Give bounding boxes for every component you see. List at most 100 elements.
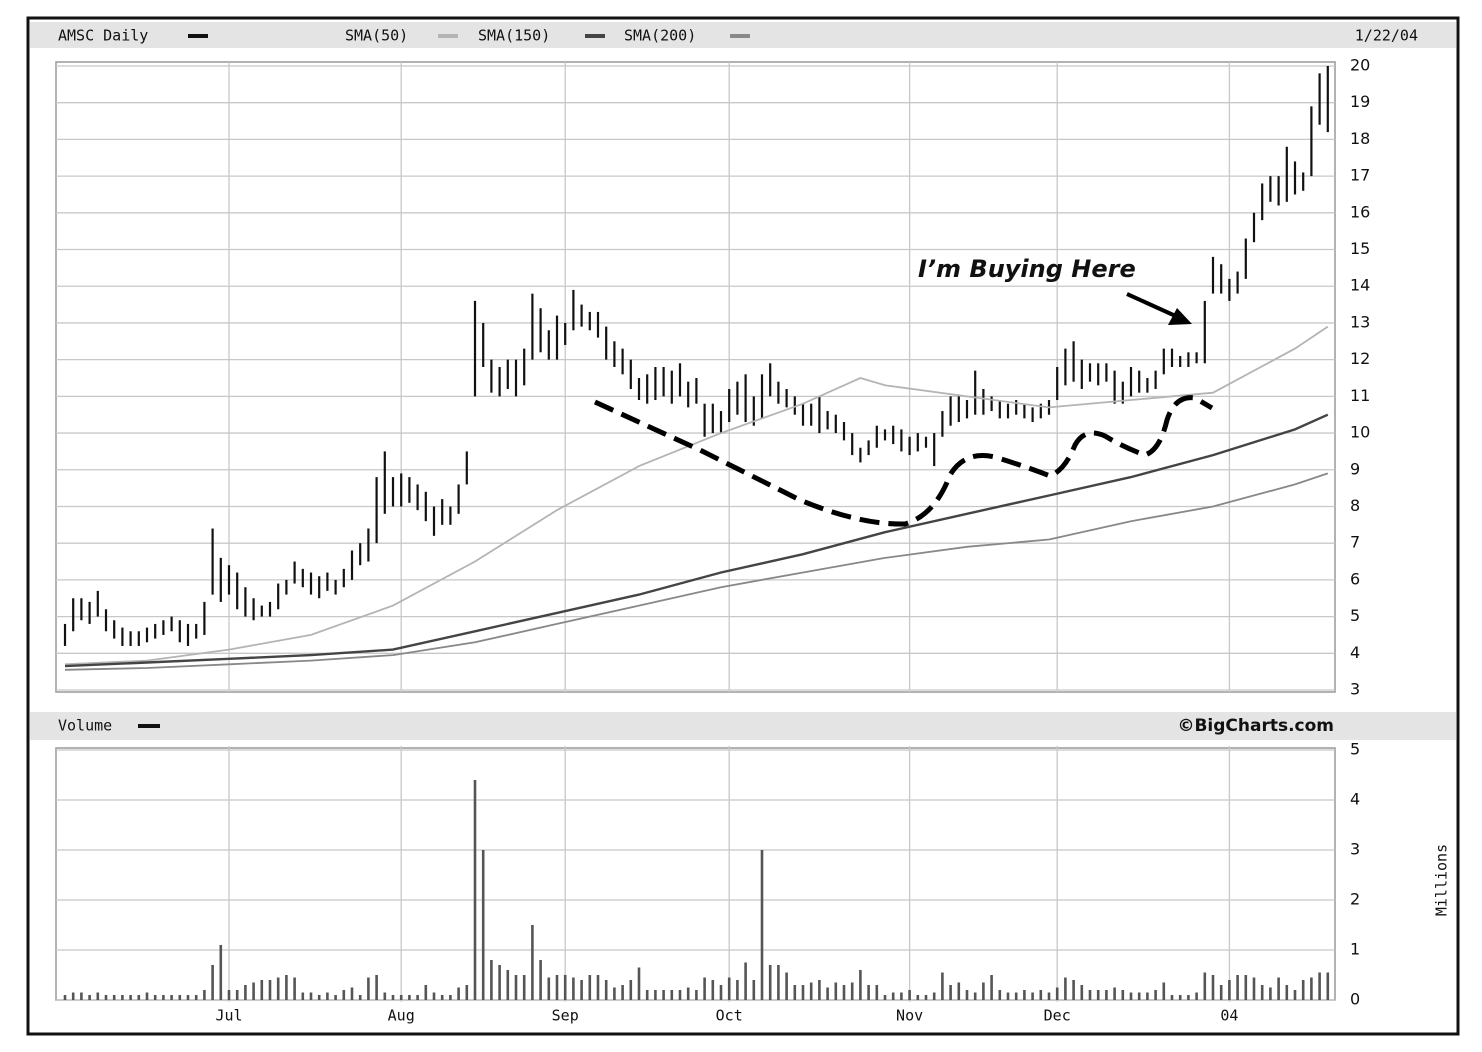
y-tick-label: 4: [1350, 643, 1360, 662]
volume-bar: [235, 990, 239, 1000]
y-tick-label: 20: [1350, 56, 1370, 75]
volume-bar: [1006, 992, 1010, 1000]
volume-bar: [1195, 992, 1198, 1000]
volume-bar: [326, 992, 329, 1000]
volume-bar: [137, 995, 141, 1000]
volume-bar: [145, 992, 149, 1000]
volume-bar: [268, 980, 272, 1000]
volume-bar: [785, 972, 788, 1000]
volume-bar: [391, 995, 395, 1000]
volume-bar: [211, 965, 214, 1000]
volume-bar: [973, 992, 977, 1000]
legend-label: AMSC Daily: [58, 27, 148, 45]
volume-bar: [1162, 982, 1166, 1000]
sma-line: [64, 325, 1329, 666]
y-tick-label: 10: [1350, 423, 1370, 442]
volume-bar: [1277, 977, 1280, 1000]
volume-bar: [621, 985, 624, 1000]
volume-bar: [186, 995, 190, 1000]
volume-bar: [399, 995, 403, 1000]
volume-bar: [252, 982, 255, 1000]
volume-bar: [711, 980, 715, 1000]
volume-bar: [424, 985, 428, 1000]
volume-bar: [440, 995, 444, 1000]
volume-bar: [1170, 995, 1174, 1000]
volume-bar: [514, 975, 518, 1000]
volume-bar: [1023, 990, 1026, 1000]
volume-bar: [71, 992, 75, 1000]
volume-bar: [342, 990, 346, 1000]
volume-bar: [941, 972, 944, 1000]
volume-bar: [358, 995, 362, 1000]
volume-bar: [859, 970, 862, 1000]
volume-bar: [129, 995, 132, 1000]
volume-bar: [309, 992, 313, 1000]
volume-bar: [1080, 985, 1084, 1000]
volume-bar: [818, 980, 821, 1000]
volume-bar: [957, 982, 961, 1000]
volume-bar: [531, 925, 534, 1000]
y-tick-label: 18: [1350, 129, 1370, 148]
x-tick-label: Jul: [215, 1007, 242, 1025]
volume-bar: [719, 985, 723, 1000]
volume-bar: [473, 780, 477, 1000]
volume-bar: [1187, 995, 1190, 1000]
source-label: ©BigCharts.com: [1177, 716, 1334, 736]
volume-bar: [112, 995, 116, 1000]
volume-bar: [752, 980, 756, 1000]
volume-bar: [1301, 980, 1305, 1000]
volume-bar: [219, 945, 223, 1000]
y-tick-label: 5: [1350, 740, 1360, 759]
volume-bar: [383, 992, 387, 1000]
volume-bar: [596, 975, 600, 1000]
volume-bar: [777, 965, 780, 1000]
volume-bar: [522, 975, 526, 1000]
cup-pattern: [593, 395, 1214, 527]
volume-bar: [80, 992, 83, 1000]
volume-bar: [990, 975, 993, 1000]
volume-bar: [1236, 975, 1239, 1000]
volume-bar: [744, 962, 747, 1000]
volume-bar: [613, 987, 616, 1000]
volume-bar: [1269, 987, 1272, 1000]
volume-bar: [760, 850, 764, 1000]
volume-bar: [924, 995, 928, 1000]
volume-bar: [1096, 990, 1100, 1000]
volume-bar: [736, 980, 739, 1000]
volume-bar: [498, 965, 501, 1000]
volume-bar: [244, 985, 247, 1000]
volume-bar: [1064, 977, 1067, 1000]
x-tick-label: Dec: [1044, 1007, 1071, 1025]
volume-bar: [842, 985, 846, 1000]
y-tick-label: 5: [1350, 606, 1360, 625]
volume-bar: [1252, 977, 1256, 1000]
volume-bar: [1129, 992, 1133, 1000]
volume-bar: [170, 995, 173, 1000]
x-tick-label: Nov: [896, 1007, 923, 1025]
volume-bar: [194, 995, 198, 1000]
volume-bar: [1244, 975, 1248, 1000]
y-tick-label: 19: [1350, 92, 1370, 111]
volume-bar: [768, 965, 772, 1000]
volume-bar: [686, 987, 690, 1000]
volume-bar: [1178, 995, 1182, 1000]
volume-bar: [850, 982, 854, 1000]
volume-bar: [916, 995, 920, 1000]
volume-bar: [809, 982, 813, 1000]
y-tick-label: 7: [1350, 533, 1360, 552]
volume-bar: [539, 960, 542, 1000]
volume-bar: [1121, 990, 1125, 1000]
volume-axis-label: Millions: [1433, 844, 1451, 916]
volume-bar: [793, 985, 797, 1000]
volume-bar: [1014, 992, 1018, 1000]
volume-header: [30, 712, 1456, 740]
volume-bar: [662, 990, 665, 1000]
volume-bar: [1146, 992, 1149, 1000]
y-tick-label: 3: [1350, 840, 1360, 859]
volume-bar: [867, 985, 870, 1000]
volume-bar: [121, 995, 124, 1000]
frame: [26, 16, 1460, 1036]
volume-bar: [629, 980, 633, 1000]
volume-bar: [604, 980, 608, 1000]
volume-bar: [1318, 972, 1321, 1000]
